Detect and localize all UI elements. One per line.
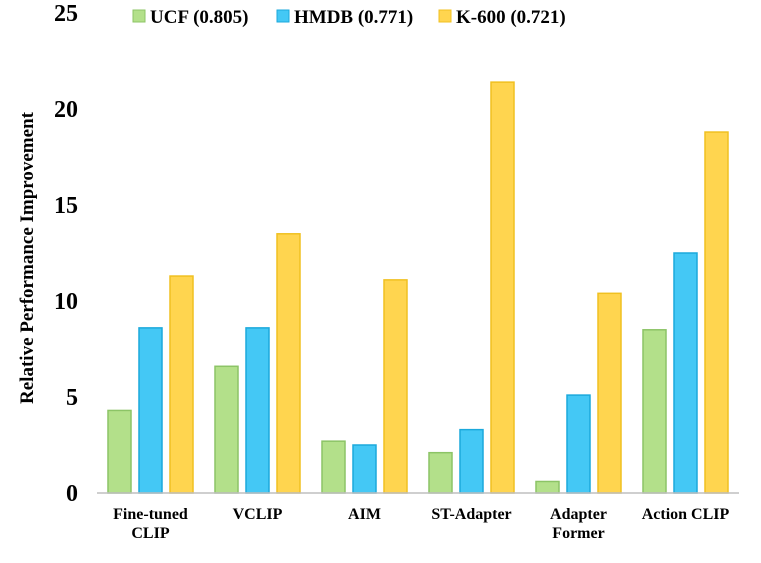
bar-hmdb bbox=[352, 444, 377, 494]
x-tick-label: VCLIP bbox=[233, 506, 283, 523]
legend-label: HMDB (0.771) bbox=[294, 7, 413, 28]
bar-k-600 bbox=[597, 292, 622, 494]
bar-hmdb bbox=[673, 252, 698, 494]
x-tick-label: Action CLIP bbox=[642, 506, 730, 523]
x-axis-labels: Fine-tuned CLIP VCLIP AIM ST-Adapter Adapter F… bbox=[113, 506, 729, 542]
legend-label: UCF (0.805) bbox=[150, 7, 249, 28]
legend-swatch bbox=[276, 9, 290, 23]
bar-k-600 bbox=[169, 275, 194, 494]
legend-swatch bbox=[132, 9, 146, 23]
bar-ucf bbox=[214, 365, 239, 494]
bar-k-600 bbox=[490, 81, 515, 494]
legend: UCF (0.805) HMDB (0.771) K-600 (0.721) bbox=[132, 7, 566, 28]
bar-ucf bbox=[642, 329, 667, 494]
bar-hmdb bbox=[138, 327, 163, 494]
x-tick-label: AIM bbox=[348, 506, 381, 523]
legend-label: K-600 (0.721) bbox=[456, 7, 566, 28]
bar-k-600 bbox=[383, 279, 408, 494]
y-tick-label: 0 bbox=[66, 481, 78, 507]
bar-ucf bbox=[428, 451, 453, 494]
legend-swatch bbox=[438, 9, 452, 23]
y-tick-label: 20 bbox=[54, 97, 78, 123]
bar-k-600 bbox=[704, 131, 729, 494]
x-tick-label: Fine-tuned CLIP bbox=[113, 506, 188, 542]
bar-k-600 bbox=[276, 233, 301, 494]
y-axis-title: Relative Performance Improvement bbox=[17, 111, 38, 404]
x-tick-label: ST-Adapter bbox=[431, 506, 511, 523]
y-tick-label: 5 bbox=[66, 385, 78, 411]
y-tick-label: 10 bbox=[54, 289, 78, 315]
x-tick-label: Adapter Former bbox=[550, 506, 607, 542]
y-tick-label: 25 bbox=[54, 1, 78, 27]
bar-hmdb bbox=[245, 327, 270, 494]
bar-ucf bbox=[321, 440, 346, 494]
bar-hmdb bbox=[459, 428, 484, 494]
bar-hmdb bbox=[566, 394, 591, 494]
y-tick-label: 15 bbox=[54, 193, 78, 219]
bar-ucf bbox=[107, 409, 132, 494]
bar-ucf bbox=[535, 480, 560, 494]
bars bbox=[107, 81, 729, 494]
y-axis-ticks: 0 5 10 15 20 25 bbox=[54, 1, 78, 507]
